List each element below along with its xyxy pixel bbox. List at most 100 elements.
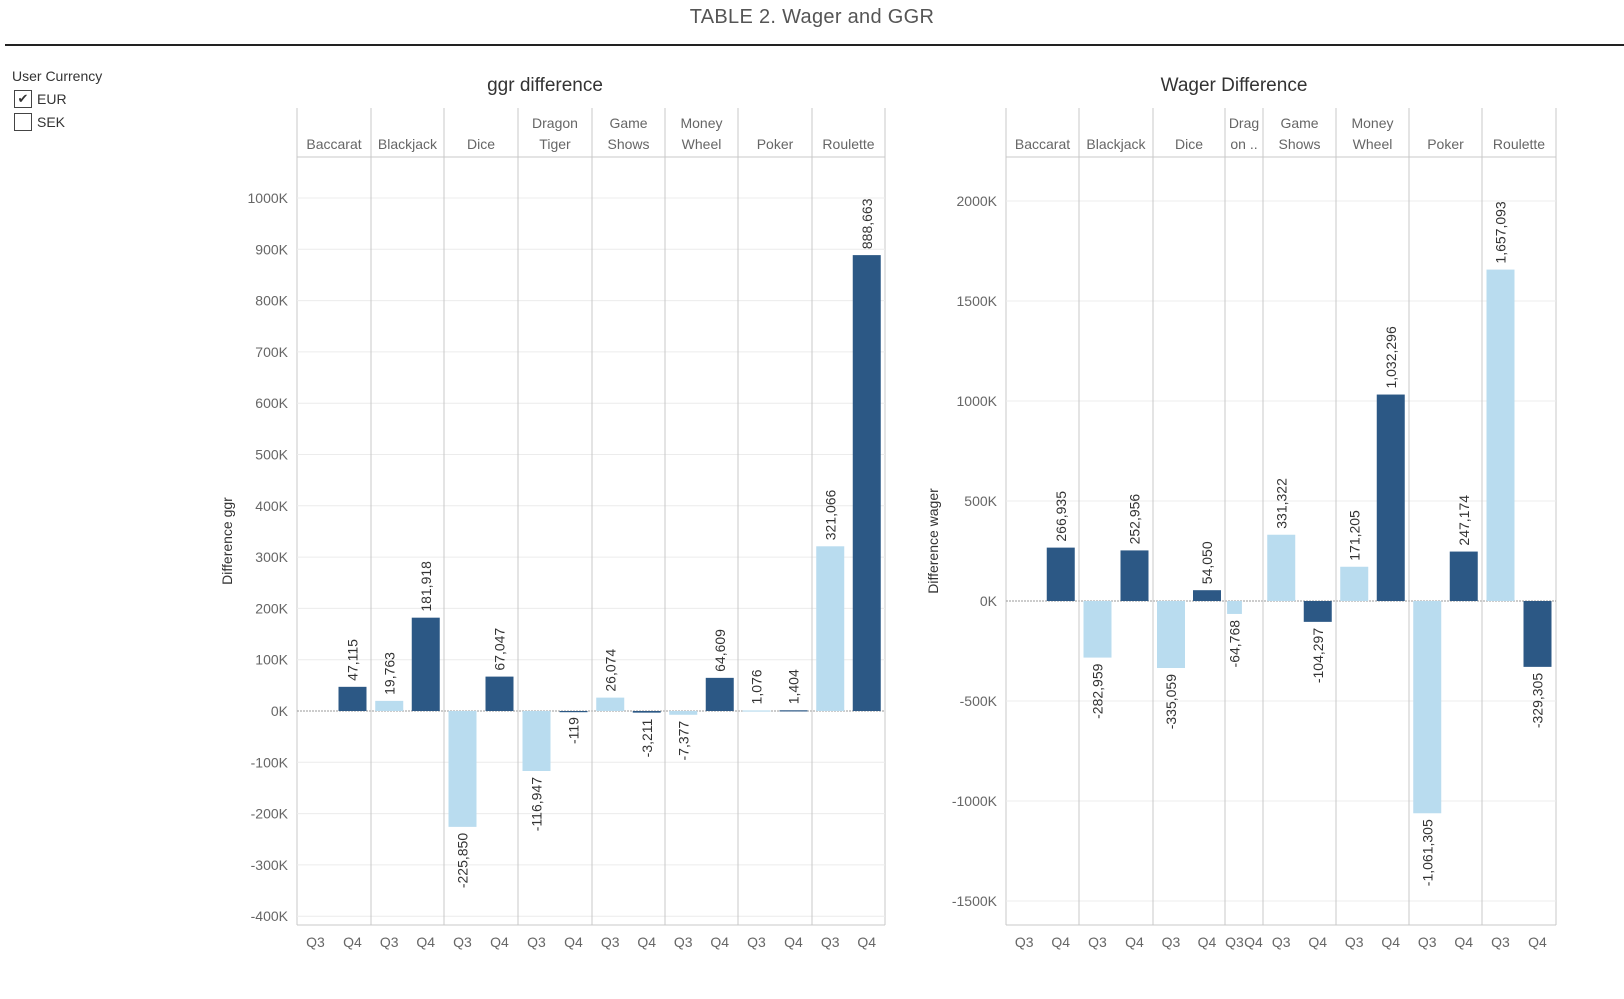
bar-q4: [779, 710, 808, 712]
x-tick-label: Q3: [1491, 934, 1510, 950]
eur-checkbox[interactable]: ✔: [14, 89, 32, 108]
filter-option-sek[interactable]: SEK: [12, 110, 102, 133]
y-tick-label: 100K: [255, 652, 288, 668]
category-header-label: Drag: [1229, 115, 1259, 131]
data-label: -3,211: [639, 718, 655, 757]
category-header-label: Shows: [1278, 136, 1320, 152]
category-header-label: Dice: [467, 136, 495, 152]
y-axis-label: Difference wager: [925, 488, 941, 594]
bar-q3: [1227, 601, 1242, 614]
x-tick-label: Q4: [1454, 934, 1473, 950]
x-tick-label: Q4: [710, 934, 729, 950]
x-tick-label: Q3: [1345, 934, 1364, 950]
category-header-label: Baccarat: [1015, 136, 1070, 152]
x-tick-label: Q3: [747, 934, 766, 950]
data-label: -7,377: [675, 721, 691, 761]
filter-option-eur[interactable]: ✔ EUR: [12, 87, 102, 110]
bar-q3: [1157, 601, 1185, 669]
chart-title: Wager Difference: [1161, 75, 1308, 96]
x-tick-label: Q3: [821, 934, 840, 950]
ggr-difference-chart: -400K -300K -200K -100K 0K 100K 200K 300K 400K 50…: [219, 75, 886, 950]
x-tick-label: Q3: [1418, 934, 1437, 950]
data-label: 888,663: [859, 198, 875, 249]
bar-q3: [1486, 269, 1515, 601]
category-header-label: Roulette: [1493, 136, 1545, 152]
bar-q4: [485, 676, 514, 711]
chart-title: ggr difference: [487, 75, 603, 96]
bar-q4: [1120, 550, 1149, 601]
category-header-label: Poker: [757, 136, 794, 152]
x-tick-label: Q4: [490, 934, 509, 950]
data-label: 26,074: [602, 649, 618, 692]
category-header-label: Blackjack: [378, 136, 438, 152]
y-tick-label: 1000K: [957, 393, 998, 409]
x-tick-label: Q3: [1015, 934, 1034, 950]
bar-q4: [1523, 601, 1552, 667]
x-tick-label: Q3: [1088, 934, 1107, 950]
data-label: -335,059: [1163, 674, 1179, 729]
bar-q3: [669, 711, 698, 715]
bar-q4: [1193, 590, 1221, 601]
bar-q4: [338, 686, 367, 711]
category-header-label: Money: [1351, 115, 1393, 131]
category-header-label: Wheel: [682, 136, 722, 152]
bar-q3: [375, 700, 404, 711]
checkmark-icon: ✔: [17, 90, 29, 106]
x-tick-label: Q4: [637, 934, 656, 950]
x-tick-label: Q4: [1528, 934, 1547, 950]
y-tick-label: -100K: [251, 754, 289, 770]
category-header-label: Shows: [607, 136, 649, 152]
bar-q4: [1449, 551, 1478, 601]
category-header-label: Game: [609, 115, 647, 131]
data-label: 1,657,093: [1493, 201, 1509, 263]
category-header-label: on ..: [1230, 136, 1257, 152]
data-label: 171,205: [1346, 510, 1362, 561]
y-tick-label: 700K: [255, 344, 288, 360]
bar-q3: [1267, 534, 1296, 601]
bar-q3: [596, 697, 625, 711]
y-tick-label: 0K: [271, 703, 289, 719]
currency-filter: User Currency ✔ EUR SEK: [12, 68, 102, 133]
bar-q4: [1376, 394, 1405, 601]
filter-title: User Currency: [12, 68, 103, 84]
category-header-label: Tiger: [539, 136, 571, 152]
y-tick-label: -200K: [251, 806, 289, 822]
category-header-label: Poker: [1427, 136, 1464, 152]
title-divider: [5, 44, 1624, 46]
y-tick-label: -1500K: [952, 893, 998, 909]
x-tick-label: Q4: [1381, 934, 1400, 950]
data-label: 64,609: [712, 629, 728, 672]
bar-q4: [852, 255, 881, 711]
y-tick-label: 300K: [255, 549, 288, 565]
category-header-label: Money: [680, 115, 722, 131]
bar-q4: [705, 677, 734, 711]
x-tick-label: Q3: [380, 934, 399, 950]
data-label: -329,305: [1530, 673, 1546, 728]
category-header-label: Dragon: [532, 115, 578, 131]
x-tick-label: Q4: [857, 934, 876, 950]
data-label: 266,935: [1053, 491, 1069, 542]
x-tick-label: Q4: [1198, 934, 1217, 950]
filter-option-label: SEK: [37, 113, 66, 130]
category-header-label: Dice: [1175, 136, 1203, 152]
x-tick-label: Q4: [1308, 934, 1327, 950]
bar-q4: [559, 711, 588, 713]
y-tick-label: 1500K: [957, 293, 998, 309]
y-tick-label: 200K: [255, 600, 288, 616]
y-axis-label: Difference ggr: [219, 497, 235, 585]
data-label: 331,322: [1273, 478, 1289, 529]
data-label: -116,947: [529, 777, 545, 831]
x-tick-label: Q3: [527, 934, 546, 950]
y-tick-label: -1000K: [952, 793, 998, 809]
sek-checkbox[interactable]: [14, 112, 32, 131]
y-tick-label: 900K: [255, 241, 288, 257]
data-label: 47,115: [345, 639, 361, 681]
x-tick-label: Q3: [1162, 934, 1181, 950]
y-tick-label: 500K: [255, 447, 288, 463]
x-tick-label: Q4: [1244, 934, 1263, 950]
x-tick-label: Q3: [1225, 934, 1244, 950]
bar-q3: [522, 711, 551, 771]
x-tick-label: Q4: [564, 934, 583, 950]
data-label: -1,061,305: [1419, 819, 1435, 886]
